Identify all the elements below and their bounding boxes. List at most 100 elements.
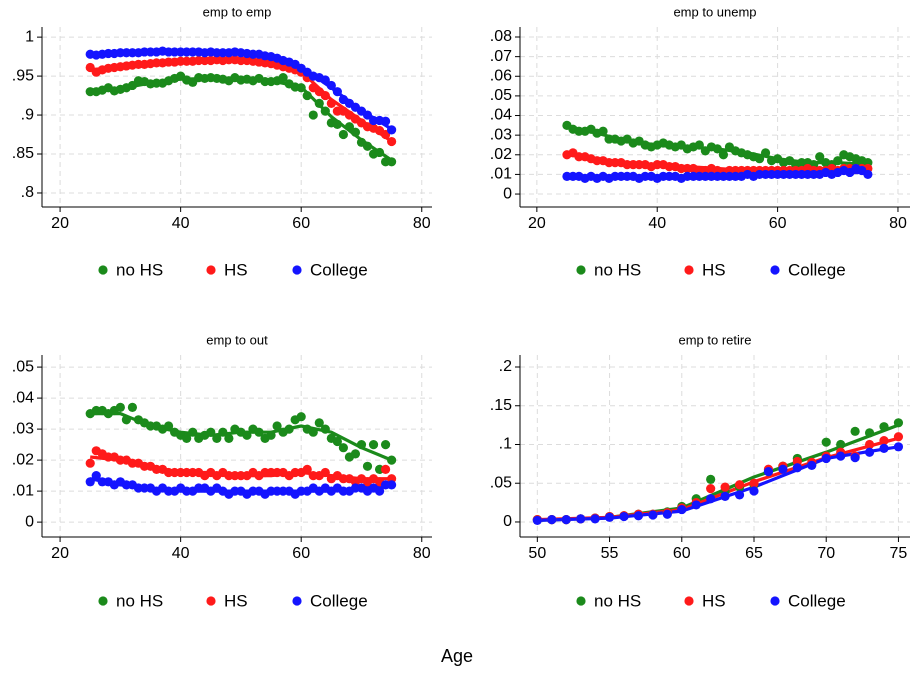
panel-title: emp to out [206,332,268,347]
y-tick-label: .04 [12,389,34,406]
point [863,169,873,180]
legend-marker [770,265,780,275]
point [720,491,730,502]
legend-marker [206,596,216,606]
point [121,415,131,425]
point [864,428,875,438]
point [320,90,330,101]
point [821,453,831,464]
point [677,504,687,515]
point [706,474,716,484]
point [85,458,95,468]
point [633,511,644,521]
y-tick-label: 1 [25,28,34,45]
x-tick-label: 40 [648,215,666,232]
legend-marker [770,596,780,606]
legend-marker [98,265,108,275]
x-tick-label: 80 [889,215,907,232]
y-tick-label: .9 [21,106,34,123]
point [182,433,192,444]
point [91,471,101,481]
point [706,484,716,494]
point [821,437,831,447]
point [662,509,672,519]
point [648,510,658,520]
y-tick-label: .95 [12,67,34,84]
point [368,440,379,450]
point [242,430,252,440]
x-axis-label: Age [441,646,473,666]
point [720,482,730,492]
point [763,467,774,477]
point [326,80,336,91]
point [206,427,216,437]
point [254,427,264,437]
point [338,443,348,453]
x-tick-label: 60 [292,545,310,562]
point [879,443,889,453]
point [792,463,802,473]
x-tick-label: 55 [601,545,619,562]
x-tick-label: 20 [528,215,546,232]
point [115,402,125,412]
point [749,478,759,488]
y-tick-label: .85 [12,145,34,162]
y-tick-label: .08 [490,28,512,45]
point [893,418,904,428]
legend-label: HS [224,591,248,610]
point [332,87,342,97]
y-tick-label: 0 [503,513,512,530]
legend-label: College [788,591,846,610]
y-tick-label: 0 [25,513,34,530]
point [380,440,391,450]
y-tick-label: .1 [499,436,512,453]
point [362,461,373,471]
y-tick-label: .04 [490,107,512,124]
point [387,136,397,147]
x-tick-label: 50 [528,545,546,562]
legend-label: no HS [594,591,641,610]
point [302,464,312,475]
point [598,126,608,136]
point [320,467,330,478]
point [833,156,843,166]
point [836,439,846,450]
point [320,106,330,116]
point [284,424,294,434]
x-tick-label: 60 [673,545,691,562]
legend-label: no HS [116,591,163,610]
point [272,421,282,431]
legend-marker [576,265,586,275]
panel: emp to retire 0 .05 .1 .15 .2 50 55 60 65 70 75 no H… [490,332,910,610]
y-tick-label: .05 [490,87,512,104]
x-tick-label: 40 [172,545,190,562]
point [590,514,600,524]
x-tick-label: 80 [413,215,431,232]
point [362,141,373,151]
legend-marker [576,596,586,606]
point [296,83,306,93]
point [718,150,729,160]
point [734,480,745,490]
point [362,110,373,120]
point [879,422,889,432]
point [320,424,330,434]
point [754,154,765,164]
point [308,427,318,437]
point [749,486,759,496]
y-tick-label: .15 [490,397,512,414]
point [815,152,825,162]
point [864,439,875,450]
point [893,442,904,452]
point [604,512,615,522]
point [350,449,361,459]
y-tick-label: .8 [21,184,34,201]
x-tick-label: 70 [817,545,835,562]
point [734,490,745,500]
x-tick-label: 60 [769,215,787,232]
x-tick-label: 80 [413,545,431,562]
point [332,119,342,130]
point [712,144,723,154]
point [296,412,306,422]
